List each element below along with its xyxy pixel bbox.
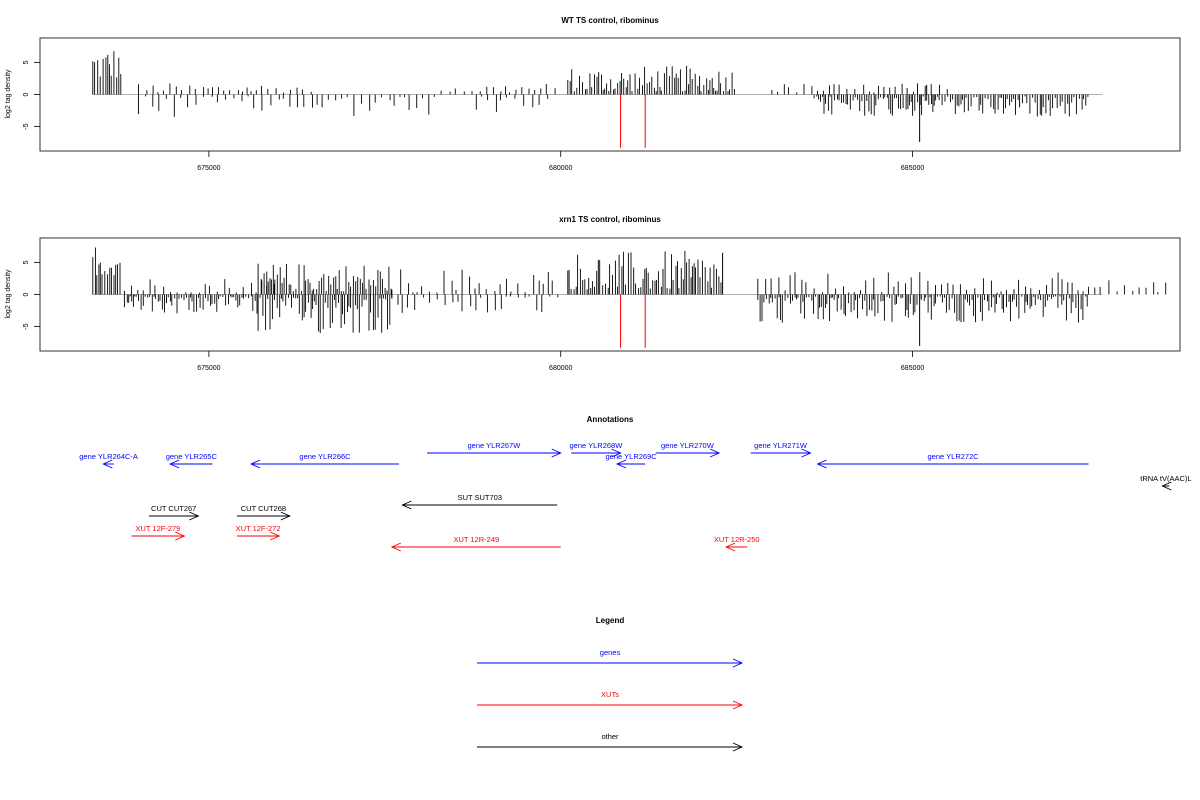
annotation-label: CUT CUT267 <box>151 504 196 513</box>
legend-label: genes <box>600 648 621 657</box>
annotation-arrow <box>169 459 213 469</box>
x-tick-label: 685000 <box>901 365 924 372</box>
annotation-arrow <box>615 459 646 469</box>
annotation-label: gene YLR269C <box>606 452 658 461</box>
y-tick-label: 5 <box>23 60 30 64</box>
annotation-arrow <box>390 542 561 552</box>
x-tick-label: 675000 <box>197 365 220 372</box>
annotation-arrow <box>1161 481 1172 491</box>
axes-wt: -5 0 5 675000 680000 685000 <box>23 60 924 172</box>
annotation-label: gene YLR272C <box>928 452 980 461</box>
annotation-arrow <box>237 531 281 541</box>
annotation-label: XUT 12F-279 <box>135 524 180 533</box>
annotation-label: gene YLR265C <box>166 452 218 461</box>
annotation-arrow <box>250 459 399 469</box>
annotation-label: gene YLR264C-A <box>79 452 138 461</box>
panel-title-xrn1: xrn1 TS control, ribominus <box>559 215 661 224</box>
annotation-arrow <box>131 531 186 541</box>
annotation-label: XUT 12F-272 <box>236 524 281 533</box>
annotation-label: gene YLR271W <box>754 441 808 450</box>
annotation-label: tRNA tV(AAC)L <box>1140 474 1191 483</box>
annotation-label: SUT SUT703 <box>458 493 502 502</box>
bars-xrn1 <box>92 247 1167 348</box>
bars-wt <box>92 51 1103 148</box>
annotation-arrow <box>102 459 114 469</box>
y-tick-label: -5 <box>23 123 30 129</box>
annotation-arrow <box>149 511 200 521</box>
x-tick-label: 680000 <box>549 165 572 172</box>
axes-xrn1: -5 0 5 675000 680000 685000 <box>23 260 924 372</box>
legend-label: XUTs <box>601 690 619 699</box>
annotation-label: gene YLR268W <box>569 441 623 450</box>
annotation-arrow <box>816 459 1089 469</box>
legend: Legend genes XUTs other <box>477 616 744 752</box>
xrn1-coverage-panel: xrn1 TS control, ribominus log2 tag dens… <box>5 215 1181 372</box>
legend-arrow <box>477 742 744 752</box>
annotation-label: CUT CUT268 <box>241 504 286 513</box>
annotations-title: Annotations <box>587 415 634 424</box>
legend-label: other <box>601 732 619 741</box>
annotation-arrow <box>237 511 291 521</box>
y-tick-label: 0 <box>23 92 30 96</box>
annotation-arrow <box>401 500 558 510</box>
annotation-arrow <box>427 448 562 458</box>
annotation-label: XUT 12R-249 <box>453 535 499 544</box>
y-tick-label: -5 <box>23 323 30 329</box>
annotation-arrow <box>655 448 721 458</box>
y-axis-label-wt: log2 tag density <box>5 69 12 119</box>
annotation-label: gene YLR266C <box>299 452 351 461</box>
annotations-track: Annotations gene YLR264C-A gene YLR265C ge… <box>79 415 1192 552</box>
panel-title-wt: WT TS control, ribominus <box>561 16 659 25</box>
x-tick-label: 685000 <box>901 165 924 172</box>
legend-arrow <box>477 658 744 668</box>
y-tick-label: 5 <box>23 260 30 264</box>
x-tick-label: 680000 <box>549 365 572 372</box>
annotation-label: XUT 12R-250 <box>714 535 760 544</box>
y-axis-label-xrn1: log2 tag density <box>5 269 12 319</box>
x-tick-label: 675000 <box>197 165 220 172</box>
y-tick-label: 0 <box>23 292 30 296</box>
wt-coverage-panel: WT TS control, ribominus log2 tag densit… <box>5 16 1181 172</box>
annotation-arrow <box>725 542 748 552</box>
annotation-arrow <box>571 448 622 458</box>
legend-title: Legend <box>596 616 625 625</box>
annotation-label: gene YLR270W <box>661 441 715 450</box>
annotation-label: gene YLR267W <box>467 441 521 450</box>
annotation-arrow <box>750 448 812 458</box>
legend-arrow <box>477 700 744 710</box>
